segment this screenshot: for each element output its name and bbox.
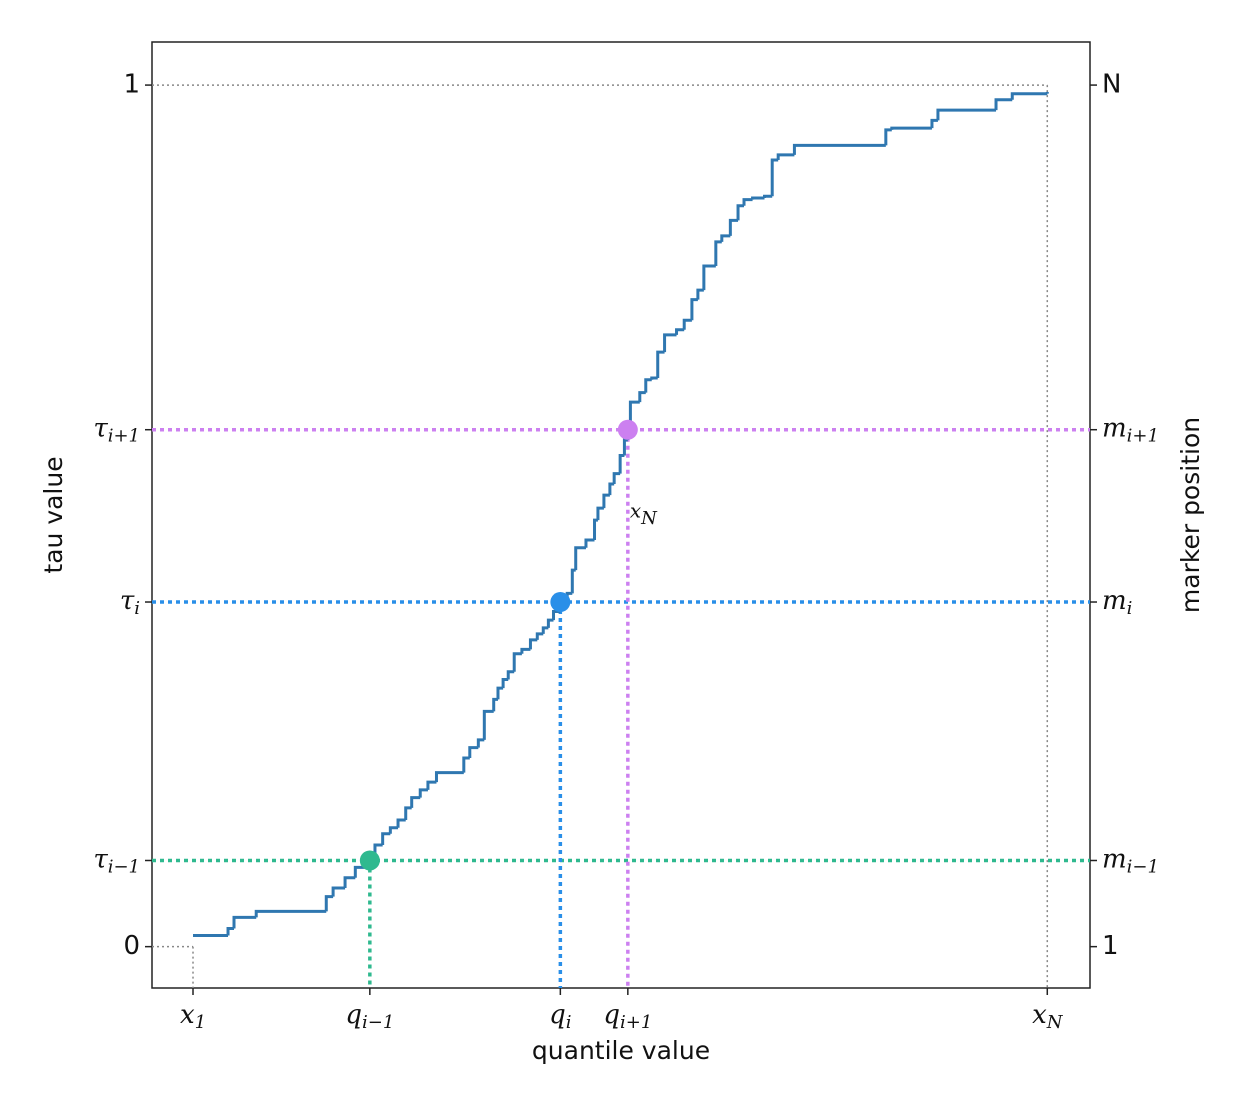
step — [343, 876, 356, 889]
step — [751, 196, 765, 200]
step — [1010, 92, 1048, 100]
step — [535, 632, 544, 640]
step — [396, 818, 406, 828]
step — [418, 788, 428, 798]
y2-tick-label: mi — [1102, 586, 1132, 619]
step — [528, 638, 538, 650]
step — [792, 143, 886, 155]
step — [675, 328, 685, 335]
step — [520, 647, 531, 654]
step — [496, 686, 504, 700]
step — [602, 493, 610, 509]
step — [776, 153, 795, 161]
step — [596, 506, 604, 521]
step — [663, 333, 677, 353]
highlight-point — [550, 592, 571, 613]
step — [570, 568, 576, 594]
x-axis-label: quantile value — [532, 1036, 710, 1065]
y-axis-label: tau value — [39, 456, 68, 573]
x-tick-label: x1 — [180, 1000, 206, 1033]
step — [720, 234, 731, 242]
step — [381, 832, 391, 845]
step — [622, 438, 628, 456]
y2-tick-label: mi−1 — [1102, 844, 1159, 877]
highlight-point — [359, 850, 380, 871]
step — [541, 626, 549, 634]
step — [994, 98, 1013, 111]
step — [742, 198, 753, 206]
y-tick-label: 1 — [123, 70, 140, 100]
x-tick-label: qi+1 — [603, 1000, 652, 1033]
step — [462, 756, 470, 773]
step — [650, 376, 658, 380]
step — [612, 472, 621, 484]
highlight-point — [617, 419, 638, 440]
y2-axis-label: marker position — [1176, 417, 1205, 613]
y-tick-label: 0 — [123, 931, 140, 961]
step — [546, 618, 554, 628]
step — [890, 126, 932, 130]
step — [584, 538, 595, 548]
step — [696, 288, 704, 300]
step — [501, 678, 509, 689]
step — [930, 118, 938, 129]
step — [426, 780, 437, 790]
step — [702, 264, 716, 291]
y2-tick-label: N — [1102, 70, 1121, 100]
y2-tick-label: mi+1 — [1102, 414, 1159, 447]
y-tick-label: τi — [120, 586, 140, 619]
step — [736, 204, 745, 221]
step — [644, 378, 652, 393]
step — [728, 218, 739, 236]
step — [482, 709, 494, 740]
x-tick-label: xN — [1032, 1000, 1064, 1033]
x-tick-label: qi — [549, 1000, 571, 1033]
step — [936, 108, 997, 121]
step — [404, 806, 412, 820]
step — [714, 240, 722, 267]
step — [353, 865, 365, 878]
step — [434, 771, 464, 783]
step — [884, 128, 892, 146]
step — [763, 194, 773, 198]
x-tick-label: qi−1 — [345, 1000, 394, 1033]
step — [608, 482, 615, 496]
step — [618, 454, 625, 474]
step — [593, 518, 598, 540]
step — [324, 895, 334, 912]
step — [690, 298, 698, 321]
plot-frame — [151, 41, 1091, 989]
step — [388, 826, 399, 834]
step — [492, 697, 498, 712]
step — [476, 738, 485, 748]
step — [512, 652, 522, 672]
annotation: xN — [630, 499, 658, 530]
step — [574, 546, 586, 571]
step — [468, 746, 479, 758]
step — [506, 670, 515, 680]
y-tick-label: τi−1 — [93, 844, 140, 877]
step — [232, 915, 257, 929]
step — [770, 158, 779, 197]
y2-tick-label: 1 — [1102, 931, 1119, 961]
step — [656, 350, 665, 379]
step — [638, 391, 646, 403]
step — [410, 796, 421, 808]
step — [254, 909, 327, 918]
step — [226, 927, 235, 936]
step — [682, 318, 692, 330]
y-tick-label: τi+1 — [93, 414, 140, 447]
step — [331, 886, 346, 897]
